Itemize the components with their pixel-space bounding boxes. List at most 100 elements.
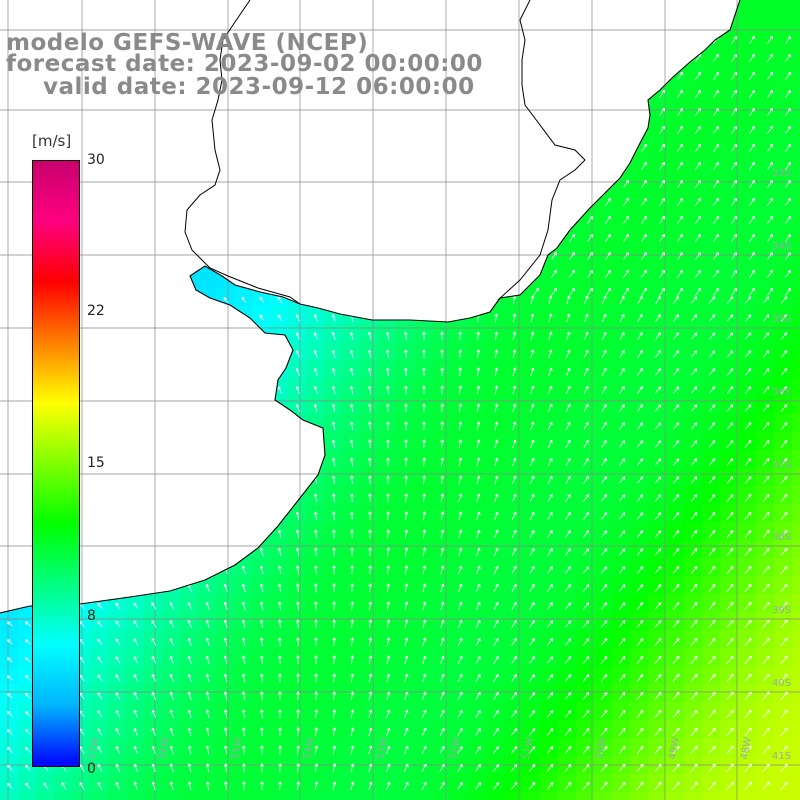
wind-arrow — [744, 763, 752, 773]
wind-arrow — [493, 601, 499, 610]
wind-arrow — [762, 619, 770, 629]
wind-arrow — [331, 332, 336, 340]
wind-arrow — [169, 638, 174, 646]
wind-arrow — [636, 584, 644, 592]
wind-arrow — [331, 421, 336, 431]
wind-arrow — [386, 781, 391, 791]
wind-arrow — [690, 602, 698, 610]
wind-arrow — [368, 493, 372, 503]
wind-arrow — [600, 530, 608, 538]
wind-arrow — [566, 295, 571, 305]
wind-arrow — [529, 475, 535, 485]
wind-arrow — [169, 691, 174, 701]
wind-arrow — [368, 439, 372, 449]
wind-arrow — [511, 601, 517, 610]
wind-arrow — [25, 728, 31, 736]
wind-arrow — [476, 511, 481, 521]
wind-arrow — [314, 565, 318, 575]
wind-arrow — [672, 781, 680, 791]
wind-arrow — [744, 404, 752, 412]
wind-arrow — [744, 619, 752, 629]
wind-arrow — [25, 746, 31, 754]
wind-arrow — [115, 656, 121, 664]
wind-arrow — [618, 548, 626, 556]
wind-arrow — [713, 125, 719, 134]
wind-arrow — [169, 763, 174, 773]
wind-arrow — [618, 745, 626, 754]
wind-arrow — [672, 422, 680, 430]
wind-arrow — [690, 637, 698, 646]
wind-arrow — [587, 269, 593, 278]
wind-arrow — [404, 457, 408, 467]
wind-arrow — [600, 584, 608, 592]
wind-arrow — [690, 350, 698, 358]
wind-arrow — [569, 251, 575, 260]
wind-arrow — [584, 295, 589, 305]
wind-arrow — [260, 745, 264, 755]
wind-arrow — [223, 583, 228, 592]
wind-arrow — [564, 782, 572, 790]
wind-arrow — [695, 287, 701, 296]
wind-arrow — [492, 746, 500, 754]
wind-arrow — [25, 639, 31, 645]
wind-arrow — [654, 709, 662, 718]
wind-arrow — [439, 709, 445, 718]
wind-arrow — [314, 781, 319, 791]
wind-arrow — [295, 601, 300, 611]
wind-arrow — [636, 763, 644, 773]
wind-arrow — [654, 386, 662, 394]
wind-arrow — [528, 710, 536, 718]
wind-arrow — [259, 709, 264, 719]
wind-arrow — [690, 458, 698, 466]
wind-arrow — [672, 745, 680, 755]
wind-arrow — [767, 71, 773, 80]
wind-arrow — [457, 782, 463, 790]
wind-arrow — [313, 547, 318, 557]
wind-arrow — [169, 655, 174, 664]
wind-arrow — [762, 637, 770, 647]
wind-arrow — [350, 727, 355, 737]
wind-arrow — [565, 566, 571, 574]
wind-arrow — [546, 728, 554, 736]
wind-arrow — [133, 781, 138, 791]
wind-arrow — [422, 457, 427, 467]
wind-arrow — [115, 692, 121, 700]
wind-arrow — [475, 601, 481, 611]
wind-arrow — [350, 745, 355, 755]
wind-arrow — [169, 727, 174, 737]
wind-arrow — [713, 179, 719, 188]
wind-arrow — [744, 691, 752, 701]
wind-arrow — [600, 692, 608, 700]
wind-arrow — [695, 179, 701, 188]
wind-arrow — [713, 251, 719, 260]
wind-arrow — [223, 709, 228, 719]
wind-arrow — [762, 727, 770, 737]
wind-arrow — [546, 782, 554, 790]
wind-arrow — [368, 673, 373, 683]
wind-arrow — [151, 673, 156, 682]
wind-arrow — [767, 107, 773, 116]
wind-arrow — [277, 314, 283, 322]
wind-arrow — [726, 368, 734, 376]
wind-arrow — [494, 511, 499, 521]
wind-arrow — [785, 53, 791, 62]
wind-arrow — [583, 439, 589, 448]
wind-arrow — [241, 296, 247, 304]
wind-arrow — [587, 215, 593, 224]
wind-arrow — [440, 367, 444, 377]
wind-arrow — [744, 709, 752, 719]
latitude-label: 35S — [772, 314, 791, 325]
wind-arrow — [762, 404, 770, 412]
wind-arrow — [440, 475, 445, 485]
wind-arrow — [600, 781, 608, 790]
wind-arrow — [762, 494, 770, 502]
wind-arrows — [6, 35, 791, 791]
wind-arrow — [672, 602, 680, 610]
wind-arrow — [637, 404, 643, 412]
wind-arrow — [618, 710, 626, 718]
wind-arrow — [548, 313, 553, 323]
wind-arrow — [726, 709, 734, 719]
wind-arrow — [458, 475, 463, 485]
wind-arrow — [695, 89, 701, 98]
wind-arrow — [511, 656, 517, 664]
